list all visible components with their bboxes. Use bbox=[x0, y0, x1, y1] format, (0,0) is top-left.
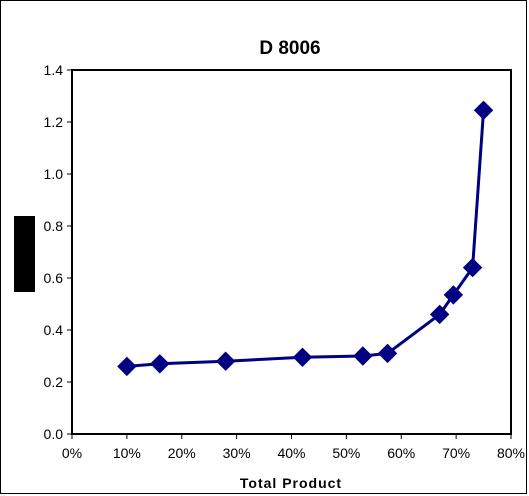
x-tick-label: 40% bbox=[277, 445, 305, 461]
series-line bbox=[126, 110, 486, 368]
x-tick-label: 60% bbox=[387, 445, 415, 461]
y-axis: 0.0 0.2 0.4 0.6 0.8 1.0 1.2 1.4 bbox=[44, 62, 72, 442]
x-tick-label: 10% bbox=[113, 445, 141, 461]
y-tick-label: 0.4 bbox=[44, 322, 64, 338]
plot-area bbox=[71, 69, 512, 435]
data-point-marker bbox=[473, 100, 494, 121]
y-tick-label: 1.4 bbox=[44, 62, 64, 78]
data-point-marker bbox=[462, 257, 483, 278]
y-tick-label: 0.0 bbox=[44, 426, 64, 442]
redaction-block bbox=[14, 216, 35, 292]
x-axis: 0% 10% 20% 30% 40% 50% 60% 70% 80% bbox=[62, 434, 525, 461]
data-point-marker bbox=[215, 351, 236, 371]
data-point-marker bbox=[117, 356, 137, 377]
x-tick-label: 80% bbox=[497, 445, 525, 461]
chart-title: D 8006 bbox=[259, 38, 320, 59]
x-tick-label: 30% bbox=[223, 445, 251, 461]
data-point-marker bbox=[150, 354, 170, 374]
y-tick-label: 0.2 bbox=[44, 374, 64, 390]
data-point-marker bbox=[443, 285, 464, 305]
x-tick-label: 50% bbox=[332, 445, 360, 461]
x-tick-label: 20% bbox=[168, 445, 196, 461]
x-tick-label: 70% bbox=[442, 445, 470, 461]
x-tick-label: 0% bbox=[62, 445, 82, 461]
y-tick-label: 0.6 bbox=[44, 270, 64, 286]
data-point-marker bbox=[429, 304, 450, 325]
y-tick-label: 0.8 bbox=[44, 218, 64, 234]
data-point-marker bbox=[292, 347, 313, 368]
data-point-marker bbox=[353, 346, 373, 366]
y-tick-label: 1.0 bbox=[44, 166, 64, 182]
series-group bbox=[117, 100, 494, 377]
y-tick-label: 1.2 bbox=[44, 114, 64, 130]
data-point-marker bbox=[377, 343, 398, 364]
x-axis-title: Total Product bbox=[240, 475, 342, 491]
